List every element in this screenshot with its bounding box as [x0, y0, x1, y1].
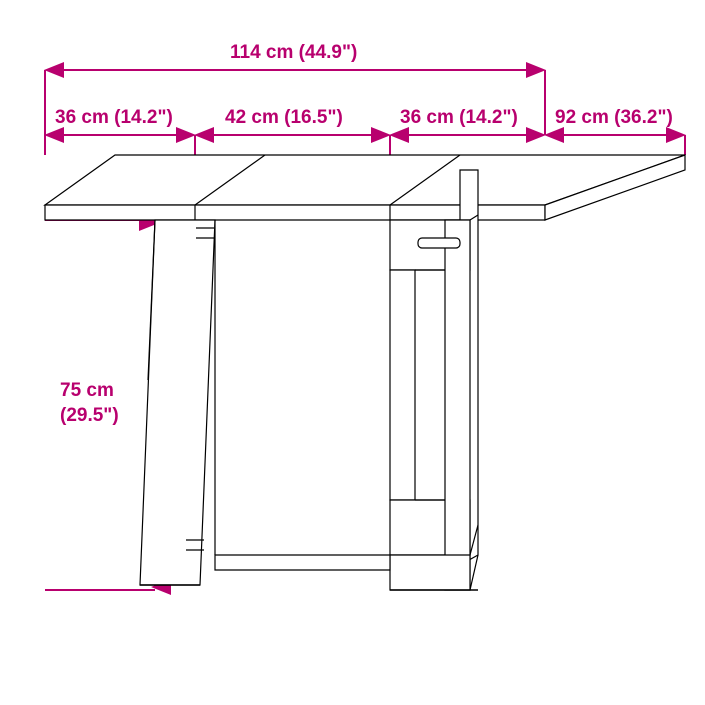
dim-center: 42 cm (16.5") — [225, 107, 343, 129]
dim-total-width: 114 cm (44.9") — [230, 42, 357, 64]
dim-height-cm: 75 cm — [60, 380, 114, 402]
table-diagram-svg — [0, 0, 705, 705]
table-drawing — [45, 155, 685, 590]
dim-left-leaf: 36 cm (14.2") — [55, 107, 173, 129]
dim-right-leaf: 36 cm (14.2") — [400, 107, 518, 129]
dim-height-in: (29.5") — [60, 405, 119, 427]
dimension-lines — [45, 70, 685, 590]
diagram-container: 114 cm (44.9") 36 cm (14.2") 42 cm (16.5… — [0, 0, 705, 705]
dim-depth: 92 cm (36.2") — [555, 107, 673, 129]
